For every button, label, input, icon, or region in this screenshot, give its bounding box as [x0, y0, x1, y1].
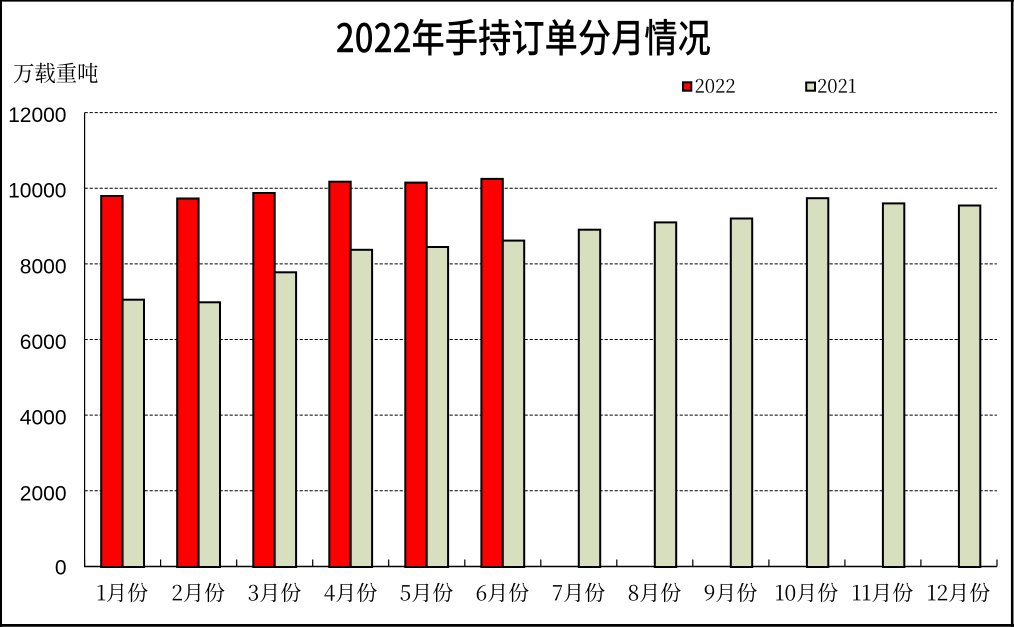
svg-text:10000: 10000 — [8, 180, 66, 203]
svg-text:2000: 2000 — [20, 482, 67, 505]
svg-text:4000: 4000 — [20, 407, 67, 430]
svg-text:0: 0 — [55, 556, 67, 579]
svg-text:6000: 6000 — [20, 331, 67, 354]
svg-text:8000: 8000 — [20, 255, 67, 278]
svg-text:12000: 12000 — [8, 104, 66, 127]
